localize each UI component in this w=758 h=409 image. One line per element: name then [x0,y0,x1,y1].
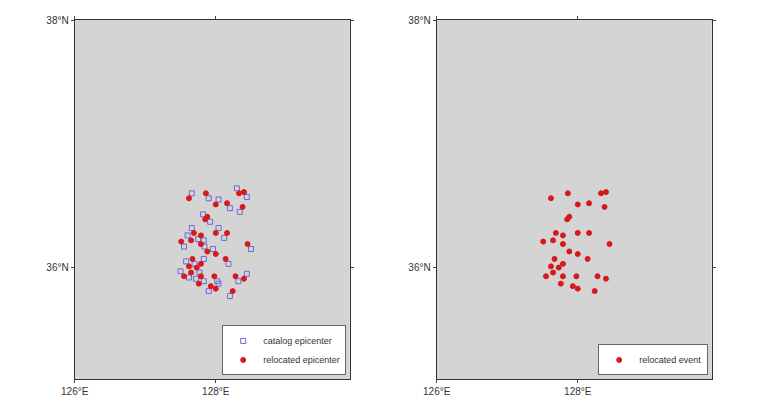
svg-text:36°N: 36°N [46,262,68,273]
svg-text:126°E: 126°E [423,386,451,397]
svg-text:38°N: 38°N [46,15,68,26]
svg-text:126°E: 126°E [61,386,89,397]
svg-text:relocated epicenter: relocated epicenter [263,355,340,365]
svg-text:catalog epicenter: catalog epicenter [263,336,332,346]
svg-text:128°E: 128°E [564,386,592,397]
svg-text:38°N: 38°N [408,15,430,26]
svg-text:36°N: 36°N [408,262,430,273]
svg-text:relocated event: relocated event [639,355,701,365]
svg-text:128°E: 128°E [202,386,230,397]
